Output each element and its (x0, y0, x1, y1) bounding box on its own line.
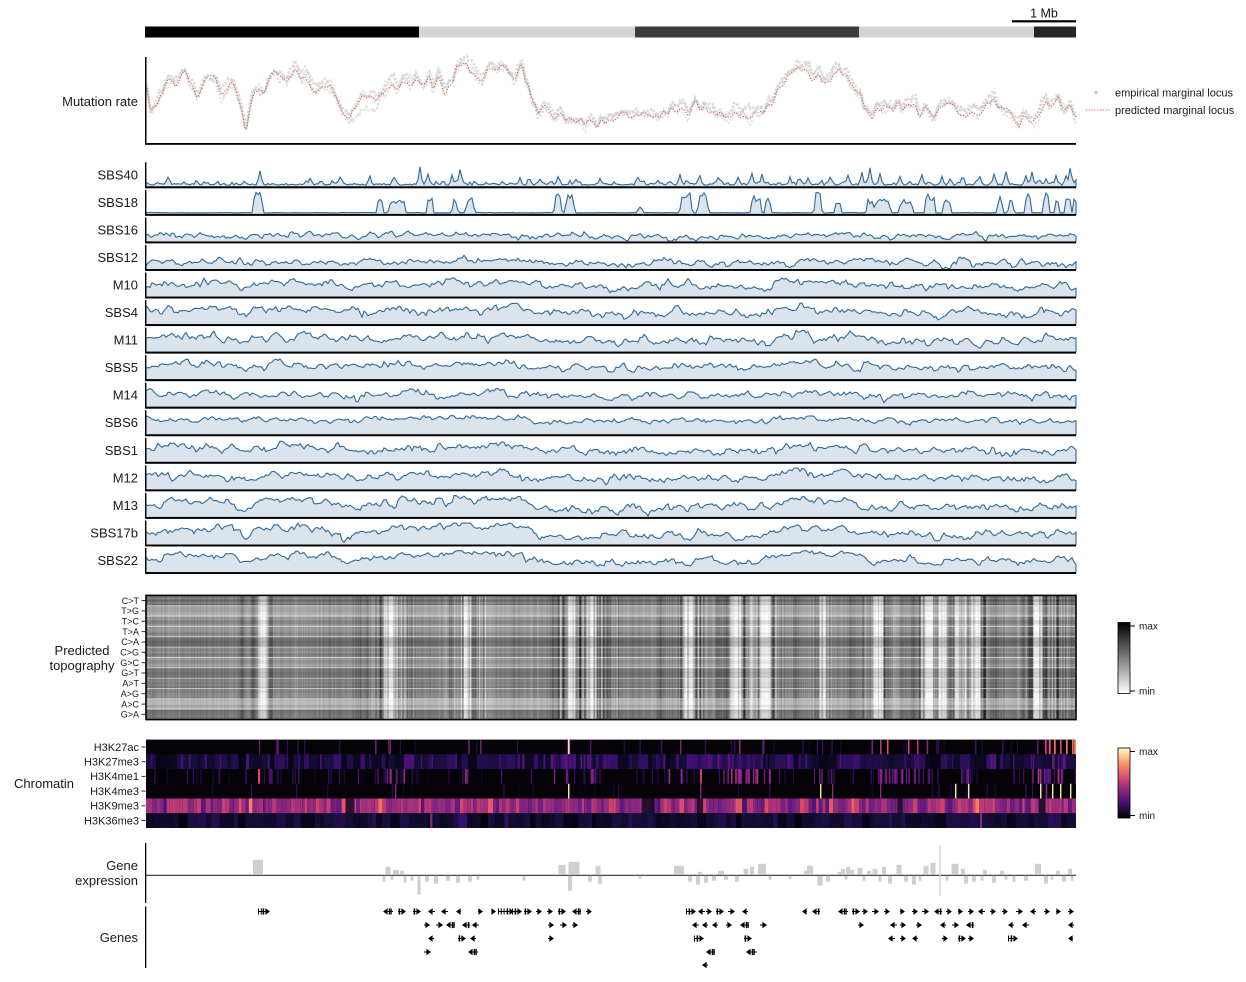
svg-text:SBS5: SBS5 (105, 360, 138, 375)
svg-text:min: min (1139, 687, 1155, 698)
svg-text:SBS12: SBS12 (98, 250, 138, 265)
svg-text:SBS16: SBS16 (98, 222, 138, 237)
svg-text:M13: M13 (113, 498, 138, 513)
svg-text:Gene: Gene (106, 858, 138, 873)
svg-text:M11: M11 (114, 333, 138, 348)
svg-text:G>C: G>C (120, 658, 139, 668)
svg-text:M12: M12 (113, 470, 138, 485)
svg-text:SBS40: SBS40 (98, 167, 138, 182)
svg-text:Chromatin: Chromatin (14, 776, 74, 791)
svg-text:A>T: A>T (122, 679, 139, 689)
svg-text:SBS18: SBS18 (98, 195, 138, 210)
svg-text:SBS4: SBS4 (105, 305, 138, 320)
svg-text:A>C: A>C (121, 699, 139, 709)
svg-text:topography: topography (49, 658, 115, 673)
svg-text:H3K36me3: H3K36me3 (84, 815, 139, 827)
svg-text:Predicted: Predicted (55, 643, 110, 658)
svg-text:H3K9me3: H3K9me3 (90, 801, 139, 813)
svg-text:SBS6: SBS6 (105, 415, 138, 430)
svg-text:H3K27me3: H3K27me3 (84, 757, 139, 769)
svg-text:min: min (1139, 811, 1155, 822)
svg-text:T>A: T>A (122, 627, 139, 637)
svg-text:H3K4me3: H3K4me3 (90, 786, 139, 798)
svg-text:C>T: C>T (122, 596, 140, 606)
svg-text:SBS1: SBS1 (105, 443, 138, 458)
svg-text:1 Mb: 1 Mb (1030, 7, 1058, 21)
svg-text:T>G: T>G (121, 606, 139, 616)
svg-text:max: max (1139, 622, 1158, 633)
svg-text:Genes: Genes (100, 930, 139, 945)
svg-text:Mutation rate: Mutation rate (62, 94, 138, 109)
svg-text:max: max (1139, 747, 1158, 758)
svg-text:H3K27ac: H3K27ac (94, 742, 140, 754)
svg-text:H3K4me1: H3K4me1 (90, 771, 139, 783)
svg-text:empirical marginal locus: empirical marginal locus (1115, 88, 1233, 100)
svg-text:M14: M14 (113, 388, 138, 403)
svg-text:M10: M10 (113, 278, 138, 293)
svg-text:SBS22: SBS22 (98, 553, 138, 568)
svg-text:SBS17b: SBS17b (90, 526, 138, 541)
svg-text:C>A: C>A (121, 637, 139, 647)
svg-text:expression: expression (75, 873, 138, 888)
svg-text:A>G: A>G (121, 689, 139, 699)
svg-text:C>G: C>G (120, 648, 139, 658)
svg-text:G>T: G>T (121, 668, 139, 678)
svg-text:G>A: G>A (121, 710, 139, 720)
svg-text:T>C: T>C (122, 617, 140, 627)
svg-text:predicted marginal locus: predicted marginal locus (1115, 105, 1235, 117)
